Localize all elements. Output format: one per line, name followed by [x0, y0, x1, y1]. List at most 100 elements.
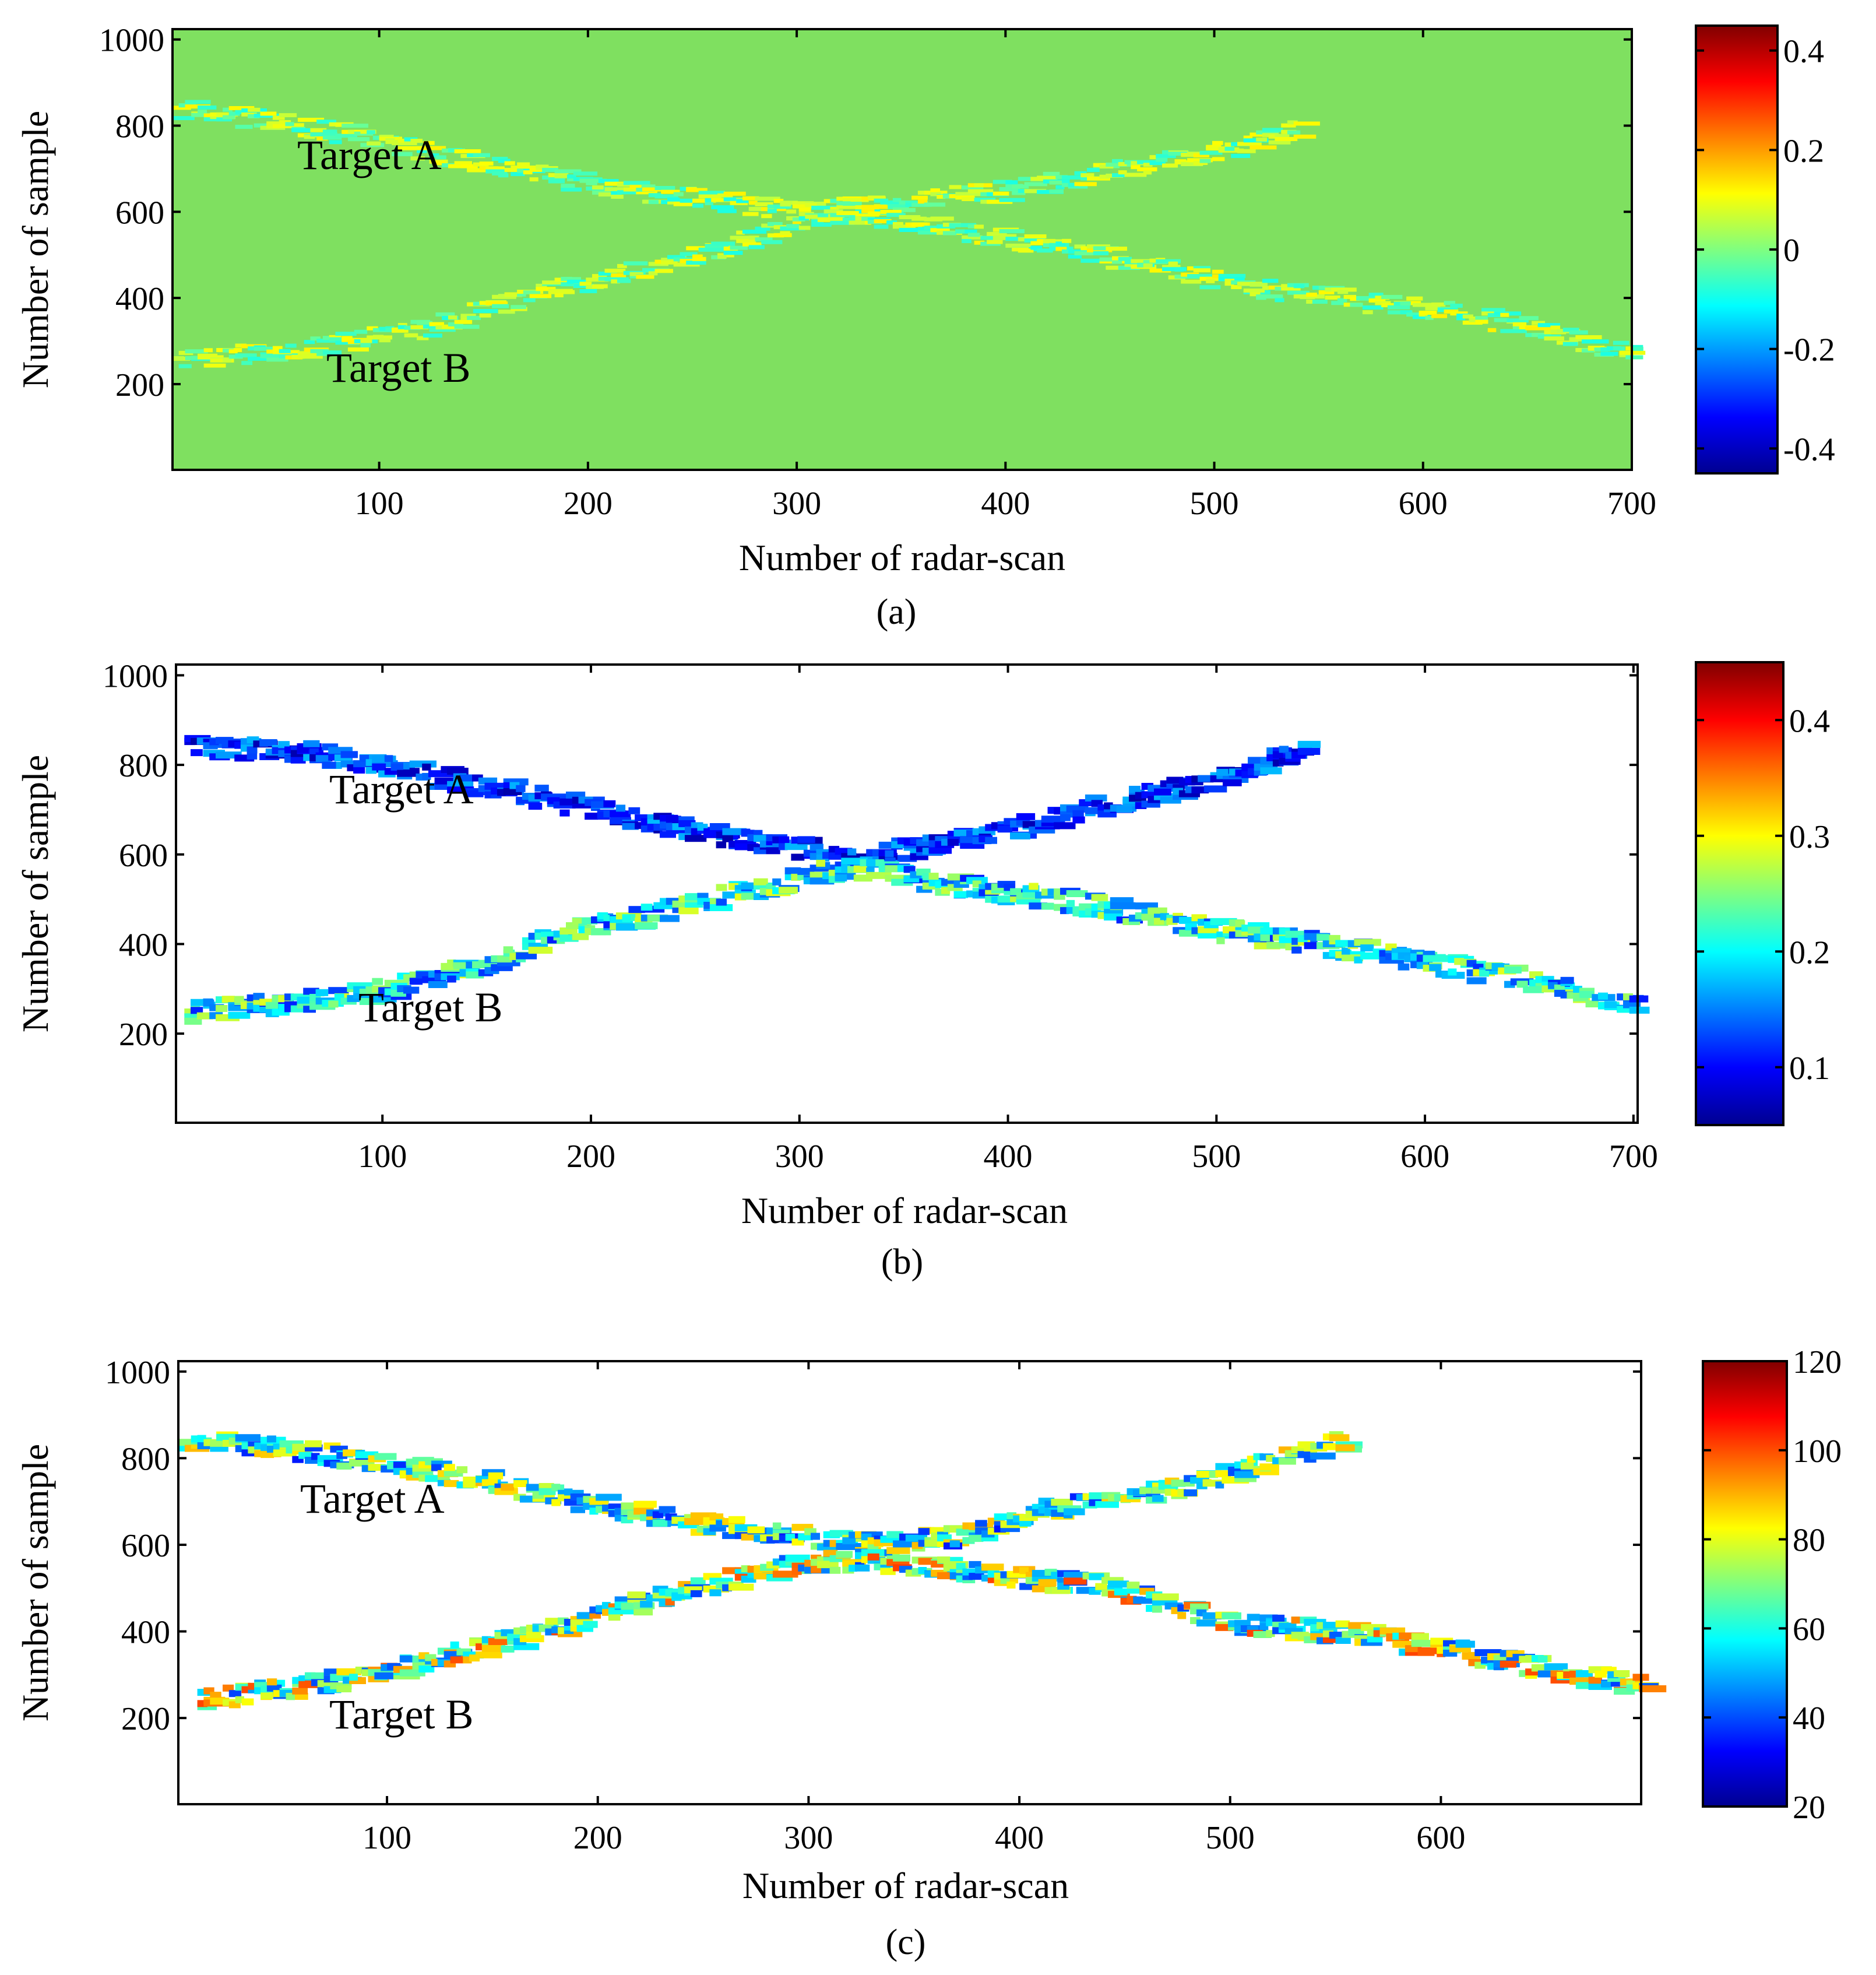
heat-cell: [880, 1568, 896, 1575]
heat-cell: [523, 290, 541, 294]
heat-cell: [310, 132, 337, 137]
heat-cell: [241, 361, 253, 366]
heat-cell: [286, 1693, 295, 1700]
heat-cell: [1582, 339, 1609, 344]
heat-cell: [773, 205, 789, 209]
heat-cell: [342, 336, 353, 340]
panel-c-colorbar: [1702, 1360, 1788, 1808]
heat-cell: [1250, 132, 1264, 137]
heat-cell: [347, 347, 369, 352]
heat-cell: [1256, 130, 1279, 135]
heat-cell: [228, 106, 255, 110]
heat-cell: [397, 323, 407, 327]
heat-cell: [635, 922, 658, 929]
heat-cell: [1281, 286, 1301, 291]
heat-cell: [1494, 318, 1509, 322]
heat-cell: [1055, 247, 1067, 251]
heat-cell: [1562, 328, 1579, 332]
heat-cell: [962, 197, 976, 201]
x-tick-label: 100: [355, 486, 404, 522]
heat-cell: [666, 816, 681, 823]
heat-cell: [1335, 1637, 1351, 1644]
heat-cell: [1234, 1619, 1251, 1627]
heat-cell: [1500, 312, 1509, 317]
heat-cell: [830, 199, 840, 203]
heat-cell: [1087, 176, 1110, 181]
colorbar-tick-label: 120: [1793, 1344, 1842, 1380]
heat-cell: [196, 1012, 213, 1020]
heat-cell: [488, 1472, 504, 1480]
heat-cell: [736, 199, 749, 203]
heat-cell: [723, 197, 745, 202]
heat-cell: [460, 164, 478, 168]
heat-cell: [265, 1001, 279, 1009]
heat-cell: [1291, 946, 1302, 954]
heat-cell: [767, 209, 777, 213]
heat-cell: [448, 322, 463, 326]
heat-cell: [1601, 1680, 1611, 1688]
heat-cell: [323, 1668, 337, 1676]
heat-cell: [1306, 300, 1319, 304]
heat-cell: [761, 214, 772, 219]
heat-cell: [1231, 154, 1251, 158]
heat-cell: [573, 284, 594, 288]
heat-cell: [1260, 934, 1270, 941]
heat-cell: [1381, 303, 1402, 307]
heat-cell: [809, 844, 823, 851]
heat-cell: [1281, 123, 1296, 128]
panel-b-heat-cells: [184, 735, 1650, 1025]
heat-cell: [349, 1674, 358, 1681]
heat-cell: [328, 1000, 339, 1008]
heat-cell: [526, 1631, 541, 1639]
heat-cell: [947, 839, 959, 846]
heat-cell: [1024, 189, 1047, 194]
heat-cell: [173, 106, 191, 110]
heat-cell: [173, 116, 195, 121]
heat-cell: [917, 230, 942, 235]
heat-cell: [422, 763, 431, 771]
panel-c-caption: (c): [886, 1923, 926, 1962]
heat-cell: [836, 205, 858, 209]
heat-cell: [622, 823, 639, 830]
heat-cell: [742, 242, 762, 247]
heat-cell: [924, 202, 946, 207]
heat-cell: [717, 209, 737, 213]
heat-cell: [536, 283, 547, 288]
heat-cell: [792, 220, 801, 224]
heat-cell: [315, 989, 329, 996]
heat-cell: [1030, 241, 1046, 245]
heat-cell: [999, 187, 1020, 191]
heat-cell: [1560, 976, 1574, 984]
heat-cell: [374, 1672, 395, 1679]
heat-cell: [315, 755, 331, 762]
heat-cell: [372, 135, 382, 140]
heat-cell: [924, 226, 947, 230]
heat-cell: [511, 166, 537, 170]
heat-cell: [1216, 768, 1229, 776]
heat-cell: [1043, 171, 1060, 176]
heat-cell: [1260, 767, 1282, 775]
heat-cell: [322, 350, 342, 355]
heat-cell: [611, 273, 626, 277]
heat-cell: [501, 1645, 515, 1653]
heat-cell: [1024, 182, 1047, 187]
heat-cell: [316, 120, 336, 124]
heat-cell: [892, 222, 903, 226]
heat-cell: [1080, 258, 1106, 263]
heat-cell: [1487, 328, 1497, 332]
heat-cell: [1500, 329, 1527, 333]
heat-cell: [185, 100, 211, 104]
heat-cell: [786, 209, 797, 214]
heat-cell: [304, 135, 315, 139]
heat-cell: [1041, 816, 1065, 823]
heat-cell: [1074, 251, 1100, 255]
heat-cell: [680, 252, 698, 256]
heat-cell: [797, 836, 815, 844]
heat-cell: [1062, 238, 1072, 243]
y-tick-label: 200: [121, 1701, 170, 1737]
heat-cell: [397, 146, 424, 150]
heat-cell: [861, 205, 888, 209]
heat-cell: [444, 1464, 455, 1471]
heat-cell: [1030, 245, 1043, 250]
heat-cell: [1585, 1000, 1599, 1008]
